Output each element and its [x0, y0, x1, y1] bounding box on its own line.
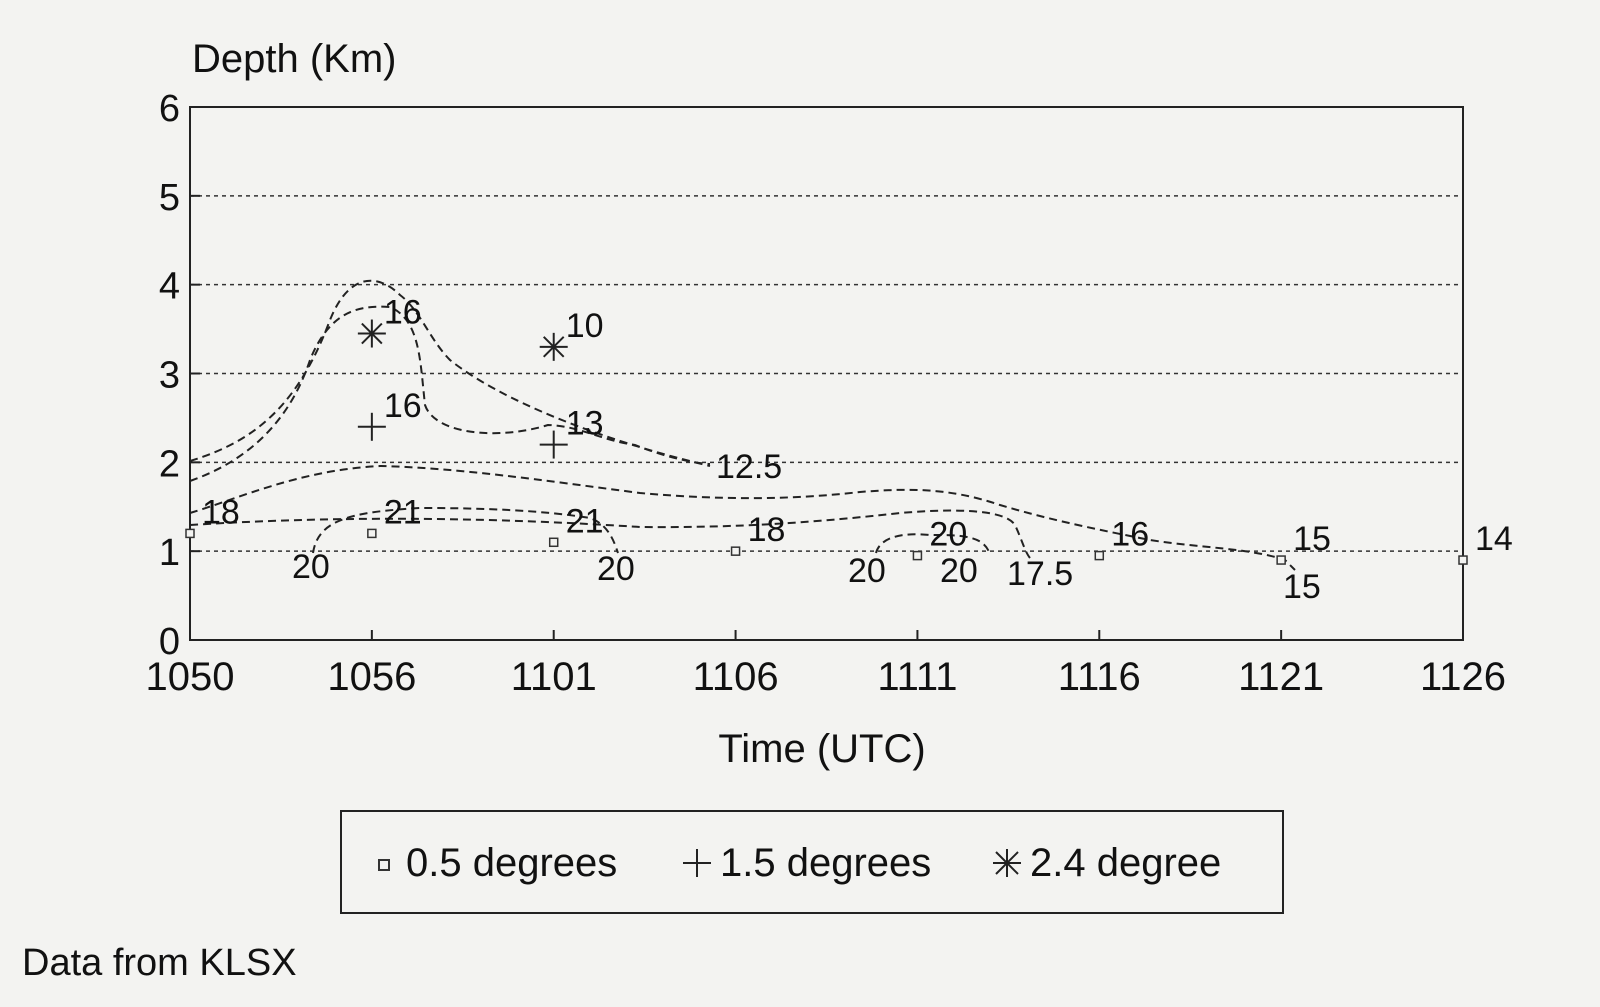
- square-marker: [367, 528, 377, 539]
- square-marker-icon: [378, 859, 390, 872]
- asterisk-marker: [539, 332, 568, 361]
- contour-value-label: 15: [1283, 568, 1321, 606]
- square-marker: [185, 528, 195, 539]
- legend-label: 1.5 degrees: [720, 841, 932, 885]
- y-tick-label: 3: [159, 355, 180, 397]
- point-label: 20: [929, 516, 967, 554]
- point-label: 13: [566, 405, 604, 443]
- legend-label: 0.5 degrees: [406, 841, 618, 885]
- legend: 0.5 degrees 1.5 degrees 2.4 degree: [340, 810, 1284, 914]
- x-tick-label: 1050: [146, 655, 235, 699]
- point-label: 18: [748, 511, 786, 549]
- x-axis-label: Time (UTC): [718, 727, 925, 771]
- plus-marker-icon: [682, 842, 712, 888]
- y-tick-label: 6: [159, 88, 180, 130]
- point-label: 15: [1293, 520, 1331, 558]
- point-label: 16: [384, 294, 422, 332]
- contour-value-label: 12.5: [716, 448, 782, 486]
- square-marker: [1458, 555, 1468, 565]
- point-label: 16: [1111, 516, 1149, 554]
- contour-line: [189, 464, 1296, 571]
- legend-item-1.5-degrees: 1.5 degrees: [682, 840, 931, 888]
- data-source-note: Data from KLSX: [22, 942, 297, 984]
- point-label: 10: [566, 307, 604, 345]
- square-marker: [730, 546, 741, 556]
- y-tick-label: 5: [159, 177, 180, 219]
- contour-value-label: 17.5: [1007, 555, 1073, 593]
- contour-line: [189, 509, 1031, 559]
- point-label: 18: [202, 493, 240, 531]
- contour-value-labels: 12.5 20 20 20 20 17.5 15: [292, 448, 1321, 606]
- asterisk-marker: [357, 319, 386, 348]
- y-tick-label: 1: [159, 532, 180, 574]
- contour-value-label: 20: [940, 552, 978, 590]
- contour-line: [875, 533, 991, 556]
- x-tick-label: 1056: [327, 655, 416, 699]
- point-label: 21: [566, 502, 604, 540]
- gridlines: [190, 195, 1463, 552]
- data-markers: [185, 319, 1468, 565]
- point-label: 14: [1475, 520, 1513, 558]
- y-tick-label: 0: [159, 621, 180, 663]
- point-labels: 18 21 21 18 20 16 15 14 16 13 16 10: [202, 294, 1513, 559]
- contour-value-label: 20: [597, 550, 635, 588]
- plus-marker: [539, 430, 568, 459]
- legend-label: 2.4 degree: [1030, 841, 1222, 885]
- plus-marker: [357, 412, 386, 441]
- x-tick-label: 1111: [877, 655, 957, 699]
- x-tick-label: 1126: [1420, 655, 1506, 699]
- square-marker: [1094, 550, 1105, 561]
- y-tick-label: 2: [159, 443, 180, 485]
- x-ticks: 1050 1056 1101 1106 1111 1116 1121 1126: [146, 630, 1506, 699]
- square-marker: [912, 550, 923, 561]
- contour-value-label: 20: [292, 548, 330, 586]
- contour-line: [312, 506, 619, 554]
- legend-item-0.5-degrees: 0.5 degrees: [378, 840, 617, 886]
- point-label: 21: [384, 493, 422, 531]
- contour-line: [189, 279, 711, 467]
- y-axis-label: Depth (Km): [192, 37, 397, 81]
- square-marker: [1276, 555, 1286, 565]
- x-tick-label: 1121: [1238, 655, 1324, 699]
- y-tick-label: 4: [159, 266, 180, 308]
- x-tick-label: 1106: [693, 655, 779, 699]
- point-label: 16: [384, 387, 422, 425]
- contour-lines: [189, 279, 1296, 571]
- contour-line: [189, 305, 711, 482]
- asterisk-marker-icon: [992, 842, 1022, 888]
- y-ticks: 0 1 2 3 4 5 6: [159, 88, 200, 663]
- x-tick-label: 1101: [511, 655, 597, 699]
- x-tick-label: 1116: [1058, 655, 1141, 699]
- contour-value-label: 20: [848, 552, 886, 590]
- legend-item-2.4-degree: 2.4 degree: [992, 840, 1221, 888]
- square-marker: [548, 537, 559, 548]
